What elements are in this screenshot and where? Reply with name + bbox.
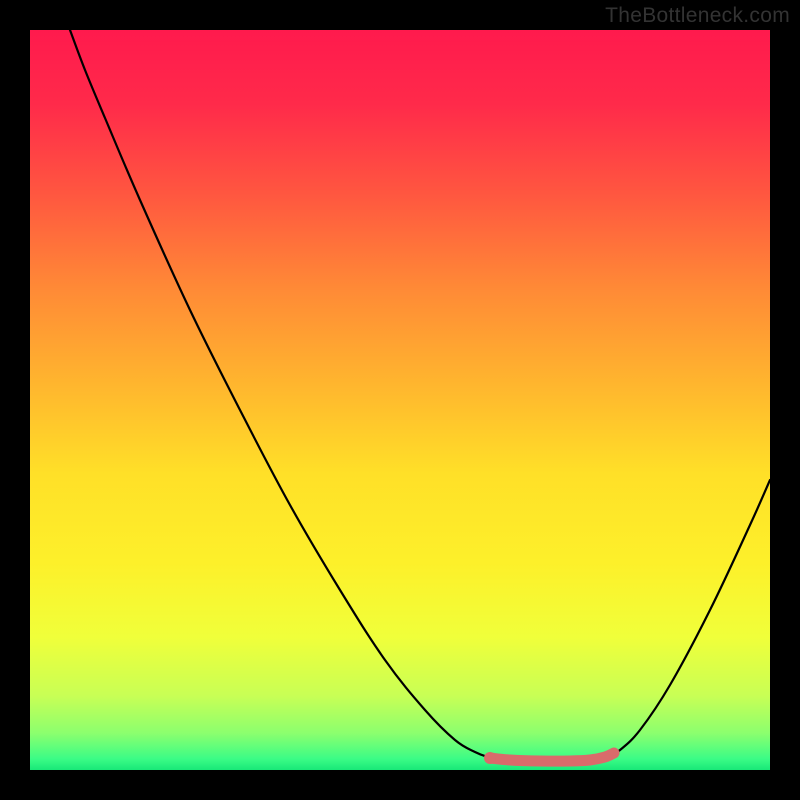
- watermark-text: TheBottleneck.com: [605, 4, 790, 28]
- plot-area: [30, 30, 770, 770]
- highlight-segment: [490, 753, 614, 761]
- highlight-start-dot: [484, 752, 496, 764]
- curve-layer: [30, 30, 770, 770]
- bottleneck-curve: [70, 30, 770, 761]
